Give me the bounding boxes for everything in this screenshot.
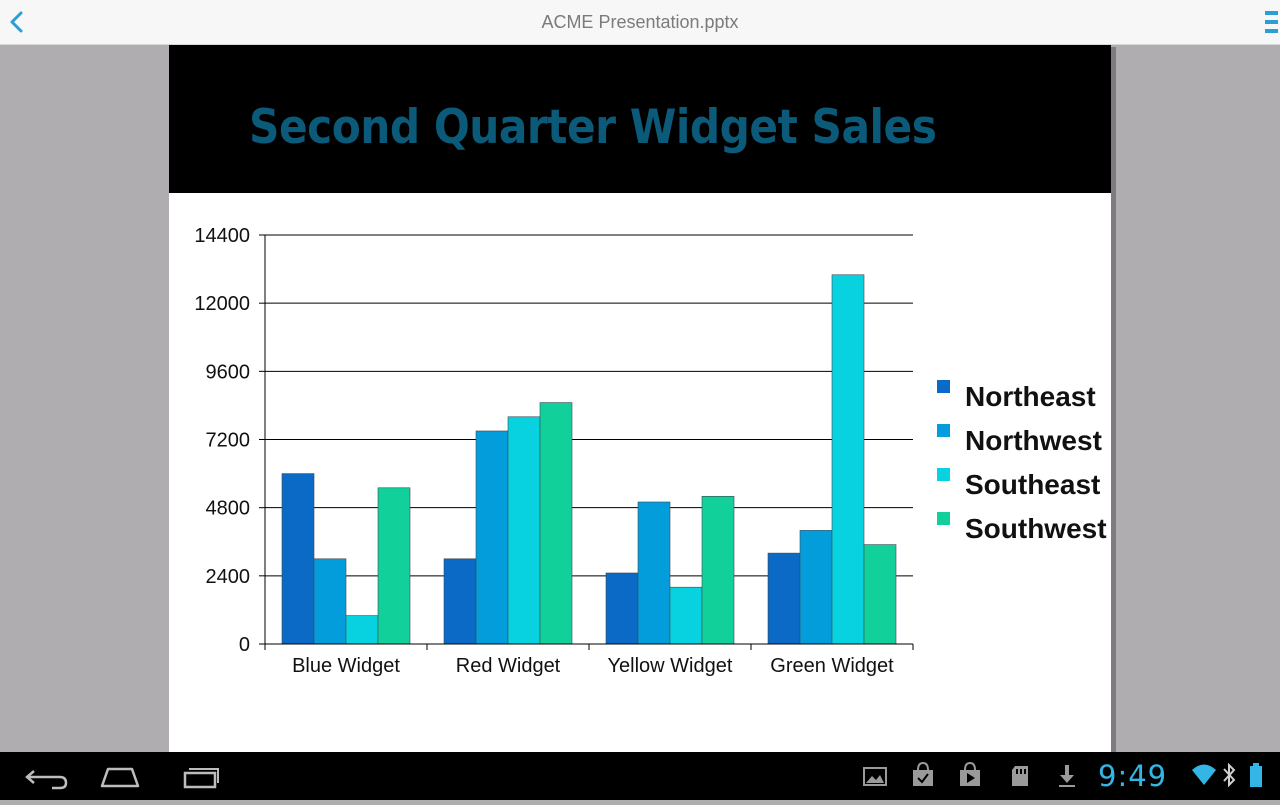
legend-swatch-northwest — [937, 424, 950, 437]
bar-southwest-green-widget — [863, 544, 897, 645]
chart-axes — [264, 235, 914, 650]
x-category-label: Red Widget — [456, 655, 561, 677]
y-tick-label: 9600 — [206, 361, 251, 383]
menu-button[interactable] — [1240, 0, 1280, 44]
x-axis-labels: Blue Widget Red Widget Yellow Widget Green … — [292, 655, 894, 677]
slide-title: Second Quarter Widget Sales — [249, 100, 937, 155]
legend-swatch-southeast — [937, 468, 950, 481]
chevron-left-icon — [10, 11, 23, 33]
bar-southeast-green-widget — [831, 274, 865, 645]
nav-back-button[interactable] — [14, 752, 70, 800]
bar-northwest-yellow-widget — [637, 501, 671, 645]
bar-northwest-green-widget — [799, 530, 833, 645]
download-icon — [1055, 752, 1079, 800]
menu-icon — [1265, 11, 1278, 33]
y-tick-label: 7200 — [206, 430, 251, 452]
back-icon — [25, 770, 68, 790]
chart-legend: Northeast Northwest Southeast Southwest — [937, 380, 1107, 544]
bar-northwest-red-widget — [475, 430, 509, 645]
y-tick-label: 0 — [239, 634, 250, 656]
slide[interactable]: Second Quarter Widget Sales 0 2400 4800 720… — [169, 45, 1111, 752]
shopping-bag-icon — [910, 752, 936, 800]
bar-northeast-red-widget — [443, 558, 477, 645]
wifi-icon — [1190, 752, 1218, 800]
bar-southeast-blue-widget — [345, 615, 379, 645]
bar-southwest-yellow-widget — [701, 496, 735, 645]
legend-label-southeast: Southeast — [965, 469, 1100, 500]
x-category-label: Green Widget — [770, 655, 894, 677]
y-tick-label: 4800 — [206, 498, 251, 520]
legend-label-southwest: Southwest — [965, 513, 1107, 544]
bluetooth-icon — [1221, 752, 1237, 800]
app-bar: ACME Presentation.pptx — [0, 0, 1280, 45]
sd-card-icon — [1008, 752, 1032, 800]
y-axis-ticks: 0 2400 4800 7200 9600 12000 14400 — [194, 225, 265, 656]
document-title: ACME Presentation.pptx — [541, 12, 739, 32]
bar-chart: 0 2400 4800 7200 9600 12000 14400 Blue Widget R… — [194, 225, 1107, 677]
legend-swatch-southwest — [937, 512, 950, 525]
bar-northeast-green-widget — [767, 552, 801, 645]
slide-header: Second Quarter Widget Sales — [169, 45, 1111, 193]
bar-northeast-yellow-widget — [605, 572, 639, 645]
battery-icon — [1246, 752, 1266, 800]
bar-southwest-blue-widget — [377, 487, 411, 645]
bar-southeast-yellow-widget — [669, 586, 703, 645]
play-store-icon — [957, 752, 983, 800]
status-clock: 9:49 — [1098, 759, 1168, 793]
system-bar: 9:49 — [0, 752, 1280, 800]
nav-home-button[interactable] — [96, 752, 144, 800]
home-icon — [100, 767, 140, 788]
bar-southwest-red-widget — [539, 402, 573, 645]
bar-southeast-red-widget — [507, 416, 541, 645]
back-button[interactable] — [0, 0, 36, 44]
chart-bars — [281, 274, 897, 645]
chart-gridlines — [265, 234, 913, 577]
nav-recent-apps-button[interactable] — [180, 752, 224, 800]
bar-northeast-blue-widget — [281, 473, 315, 645]
y-tick-label: 2400 — [206, 566, 251, 588]
x-category-label: Yellow Widget — [608, 655, 733, 677]
recent-apps-icon — [183, 768, 219, 789]
bar-northwest-blue-widget — [313, 558, 347, 645]
x-category-label: Blue Widget — [292, 655, 400, 677]
y-tick-label: 12000 — [194, 293, 250, 315]
y-tick-label: 14400 — [194, 225, 250, 247]
legend-swatch-northeast — [937, 380, 950, 393]
legend-label-northeast: Northeast — [965, 381, 1096, 412]
legend-label-northwest: Northwest — [965, 425, 1102, 456]
gallery-notification-icon — [862, 752, 888, 800]
